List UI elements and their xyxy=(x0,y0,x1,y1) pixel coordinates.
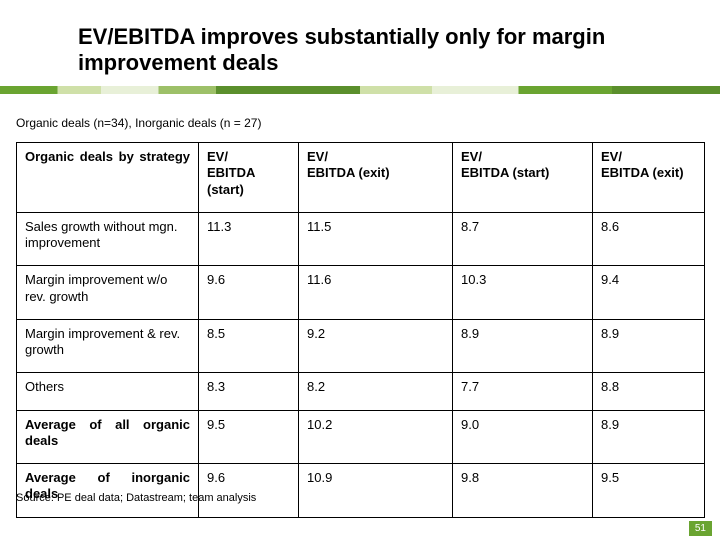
cell: 8.2 xyxy=(299,373,453,410)
cell: 8.9 xyxy=(593,410,705,464)
table-body: Sales growth without mgn. improvement 11… xyxy=(17,212,705,517)
source-note: Source: PE deal data; Datastream; team a… xyxy=(16,492,256,504)
row-label: Margin improvement w/o rev. growth xyxy=(17,266,199,320)
slide: EV/EBITDA improves substantially only fo… xyxy=(0,0,720,540)
table-row: Margin improvement & rev. growth 8.5 9.2… xyxy=(17,319,705,373)
cell: 8.3 xyxy=(199,373,299,410)
cell: 9.4 xyxy=(593,266,705,320)
row-label: Others xyxy=(17,373,199,410)
row-label: Margin improvement & rev. growth xyxy=(17,319,199,373)
table-row: Average of all organic deals 9.5 10.2 9.… xyxy=(17,410,705,464)
cell: 11.5 xyxy=(299,212,453,266)
accent-bar xyxy=(0,86,720,94)
cell: 7.7 xyxy=(453,373,593,410)
cell: 8.5 xyxy=(199,319,299,373)
cell: 8.8 xyxy=(593,373,705,410)
cell: 8.9 xyxy=(593,319,705,373)
col-header-ev-exit-1: EV/ EBITDA (exit) xyxy=(299,143,453,213)
col-header-strategy: Organic deals by strategy xyxy=(17,143,199,213)
row-label: Sales growth without mgn. improvement xyxy=(17,212,199,266)
table-row: Sales growth without mgn. improvement 11… xyxy=(17,212,705,266)
table-row: Margin improvement w/o rev. growth 9.6 1… xyxy=(17,266,705,320)
cell: 9.2 xyxy=(299,319,453,373)
cell: 11.6 xyxy=(299,266,453,320)
cell: 9.8 xyxy=(453,464,593,518)
cell: 8.9 xyxy=(453,319,593,373)
cell: 9.6 xyxy=(199,266,299,320)
row-label: Average of inorganic deals xyxy=(17,464,199,518)
cell: 9.6 xyxy=(199,464,299,518)
col-header-ev-exit-2: EV/ EBITDA (exit) xyxy=(593,143,705,213)
cell: 9.5 xyxy=(199,410,299,464)
cell: 9.5 xyxy=(593,464,705,518)
page-number: 51 xyxy=(689,521,712,536)
sample-size-note: Organic deals (n=34), Inorganic deals (n… xyxy=(16,116,261,130)
row-label: Average of all organic deals xyxy=(17,410,199,464)
col-header-ev-start-1: EV/ EBITDA (start) xyxy=(199,143,299,213)
table-row: Average of inorganic deals 9.6 10.9 9.8 … xyxy=(17,464,705,518)
cell: 11.3 xyxy=(199,212,299,266)
ev-ebitda-table: Organic deals by strategy EV/ EBITDA (st… xyxy=(16,142,705,518)
slide-title: EV/EBITDA improves substantially only fo… xyxy=(78,24,658,77)
cell: 8.6 xyxy=(593,212,705,266)
col-header-ev-start-2: EV/ EBITDA (start) xyxy=(453,143,593,213)
table-row: Others 8.3 8.2 7.7 8.8 xyxy=(17,373,705,410)
cell: 8.7 xyxy=(453,212,593,266)
cell: 10.2 xyxy=(299,410,453,464)
table-header-row: Organic deals by strategy EV/ EBITDA (st… xyxy=(17,143,705,213)
cell: 10.9 xyxy=(299,464,453,518)
cell: 10.3 xyxy=(453,266,593,320)
cell: 9.0 xyxy=(453,410,593,464)
